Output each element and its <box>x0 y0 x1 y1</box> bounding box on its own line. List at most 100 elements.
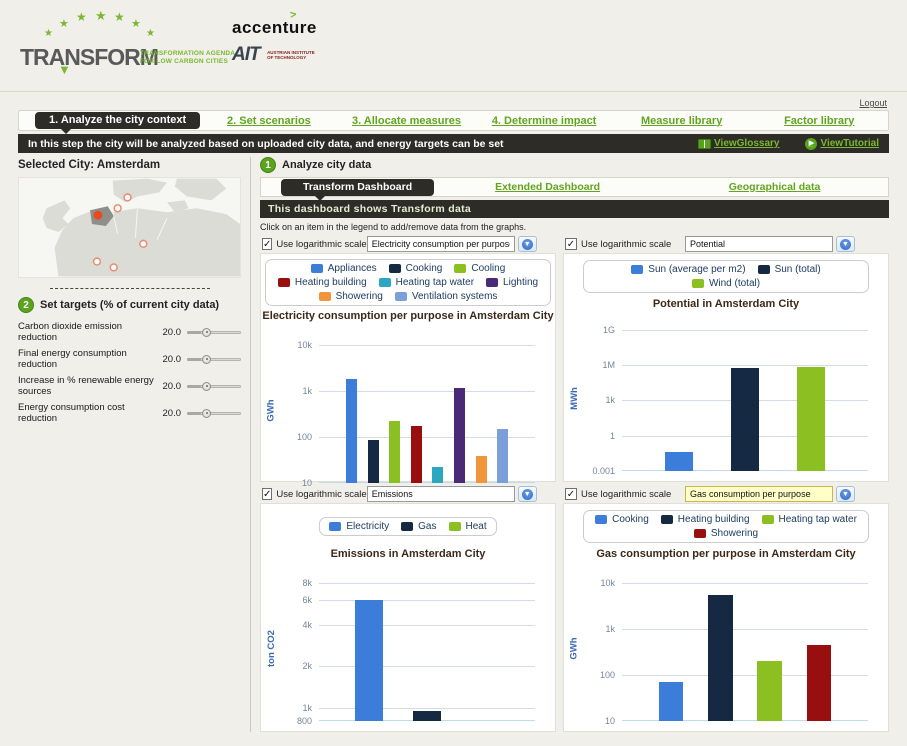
legend-swatch <box>486 278 499 287</box>
city-marker <box>109 263 118 272</box>
target-slider[interactable] <box>187 408 241 418</box>
chart-select-input[interactable] <box>366 236 515 252</box>
tab-transform-dashboard[interactable]: Transform Dashboard <box>281 178 435 201</box>
chart-select-button[interactable]: ▼ <box>836 486 855 502</box>
legend-item[interactable]: Lighting <box>486 277 538 288</box>
logout-link[interactable]: Logout <box>859 98 887 108</box>
transform-logo: ★ ★ ★ ★ ★ ★ ★ TRANSFORM ▼ TRANSFORMATION… <box>20 8 236 77</box>
legend-item[interactable]: Cooking <box>388 263 442 274</box>
legend-swatch <box>388 264 401 273</box>
legend-item[interactable]: Cooking <box>595 514 649 525</box>
y-tick-label: 10 <box>604 716 615 726</box>
view-glossary-link[interactable]: ViewGlossary <box>698 138 779 149</box>
nav-tab-determine-impact[interactable]: 4. Determine impact <box>491 114 597 127</box>
gridline <box>319 707 535 709</box>
legend-item[interactable]: Heating building <box>660 514 750 525</box>
slider-handle[interactable] <box>202 354 211 364</box>
legend-item[interactable]: Electricity <box>329 521 389 532</box>
log-scale-label: Use logarithmic scale <box>581 238 672 250</box>
city-marker <box>139 239 148 248</box>
legend-swatch <box>595 515 608 524</box>
slider-handle[interactable] <box>202 327 211 337</box>
chart-panel: Electricity Gas Heat Emissions in Amsterda… <box>260 503 556 732</box>
legend-item[interactable]: Heat <box>448 521 487 532</box>
legend-item[interactable]: Showering <box>318 291 383 302</box>
city-marker <box>123 193 132 202</box>
log-scale-checkbox[interactable]: ✓ <box>262 238 273 250</box>
nav-tab-measure-library[interactable]: Measure library <box>641 114 723 127</box>
nav-tab-analyze-city-context[interactable]: 1. Analyze the city context <box>35 112 201 134</box>
set-targets-heading: Set targets (% of current city data) <box>40 299 220 311</box>
legend-item[interactable]: Showering <box>693 528 758 539</box>
transform-tagline: TRANSFORMATION AGENDA FOR LOW CARBON CIT… <box>140 50 236 65</box>
legend-item[interactable]: Wind (total) <box>691 278 760 289</box>
chart-bar <box>708 594 733 721</box>
legend-item[interactable]: Sun (total) <box>757 264 821 275</box>
nav-tab-factor-library[interactable]: Factor library <box>784 114 855 127</box>
accenture-logo: accenture > <box>232 8 317 37</box>
y-tick-label: 10 <box>301 478 312 488</box>
y-axis-label: GWh <box>265 399 277 422</box>
legend-item[interactable]: Ventilation systems <box>394 291 497 302</box>
log-scale-checkbox[interactable]: ✓ <box>262 488 273 500</box>
chart-select-input[interactable] <box>685 486 833 502</box>
chart-bar <box>389 421 401 483</box>
log-scale-checkbox[interactable]: ✓ <box>565 238 577 250</box>
chart-panel: Sun (average per m2) Sun (total) Wind (tot… <box>563 253 889 482</box>
legend-swatch <box>757 265 770 274</box>
view-tutorial-link[interactable]: ▶ ViewTutorial <box>805 137 879 150</box>
divider <box>49 288 210 289</box>
city-marker <box>92 257 102 266</box>
legend-swatch <box>691 279 704 288</box>
y-tick-label: 100 <box>296 431 312 442</box>
y-tick-label: 1G <box>602 324 615 335</box>
target-slider[interactable] <box>187 354 241 364</box>
sidebar: Selected City: Amsterdam <box>18 157 251 732</box>
nav-tab-allocate-measures[interactable]: 3. Allocate measures <box>351 114 462 127</box>
target-slider[interactable] <box>187 381 241 391</box>
gridline <box>622 628 868 630</box>
chart-bar <box>410 425 422 483</box>
chart-plot: 8k 6k 4k 2k 1k 800 <box>297 576 535 726</box>
chart-bar <box>757 661 782 721</box>
legend-item[interactable]: Heating building <box>277 277 367 288</box>
legend-swatch <box>329 522 342 531</box>
chart-bar <box>658 682 684 721</box>
legend-item[interactable]: Sun (average per m2) <box>631 264 746 275</box>
selected-city-label: Selected City: Amsterdam <box>18 159 161 171</box>
glossary-book-icon <box>698 138 712 149</box>
gridline <box>319 344 535 346</box>
chart-bar <box>731 367 759 471</box>
legend-item[interactable]: Appliances <box>310 263 377 274</box>
slider-handle[interactable] <box>202 408 211 418</box>
chart-select-button[interactable]: ▼ <box>517 486 537 502</box>
legend-item[interactable]: Gas <box>401 521 437 532</box>
legend-swatch <box>277 278 290 287</box>
legend-item[interactable]: Heating tap water <box>761 514 857 525</box>
nav-tab-set-scenarios[interactable]: 2. Set scenarios <box>227 114 311 127</box>
ait-logo: AIT AUSTRIAN INSTITUTE OF TECHNOLOGY <box>232 44 315 65</box>
chart-select-input[interactable] <box>685 236 833 252</box>
tab-geographical-data[interactable]: Geographical data <box>728 181 821 193</box>
step-1-badge: 1 <box>260 157 276 173</box>
chevron-down-icon: ▼ <box>521 238 533 250</box>
selected-city-marker <box>93 210 103 220</box>
europe-map[interactable] <box>18 177 241 278</box>
chart-select-button[interactable]: ▼ <box>517 236 537 252</box>
legend-item[interactable]: Heating tap water <box>378 277 474 288</box>
y-tick-label: 8k <box>302 578 312 589</box>
chart-legend: Cooking Heating building Heating tap water… <box>583 510 869 543</box>
target-slider[interactable] <box>187 327 241 337</box>
legend-item[interactable]: Cooling <box>454 263 505 274</box>
log-scale-checkbox[interactable]: ✓ <box>565 488 577 500</box>
slider-handle[interactable] <box>202 381 211 391</box>
target-label: Increase in % renewable energy sources <box>18 375 154 397</box>
tab-extended-dashboard[interactable]: Extended Dashboard <box>495 181 601 193</box>
y-tick-label: 800 <box>296 716 312 726</box>
legend-swatch <box>394 292 407 301</box>
chart-select-input[interactable] <box>366 486 515 502</box>
gridline <box>319 624 535 626</box>
chart-block-gas: ✓ Use logarithmic scale ▼ Cooking Heating… <box>563 485 889 732</box>
chart-select-button[interactable]: ▼ <box>836 236 855 252</box>
y-tick-label: 0.001 <box>592 466 615 476</box>
